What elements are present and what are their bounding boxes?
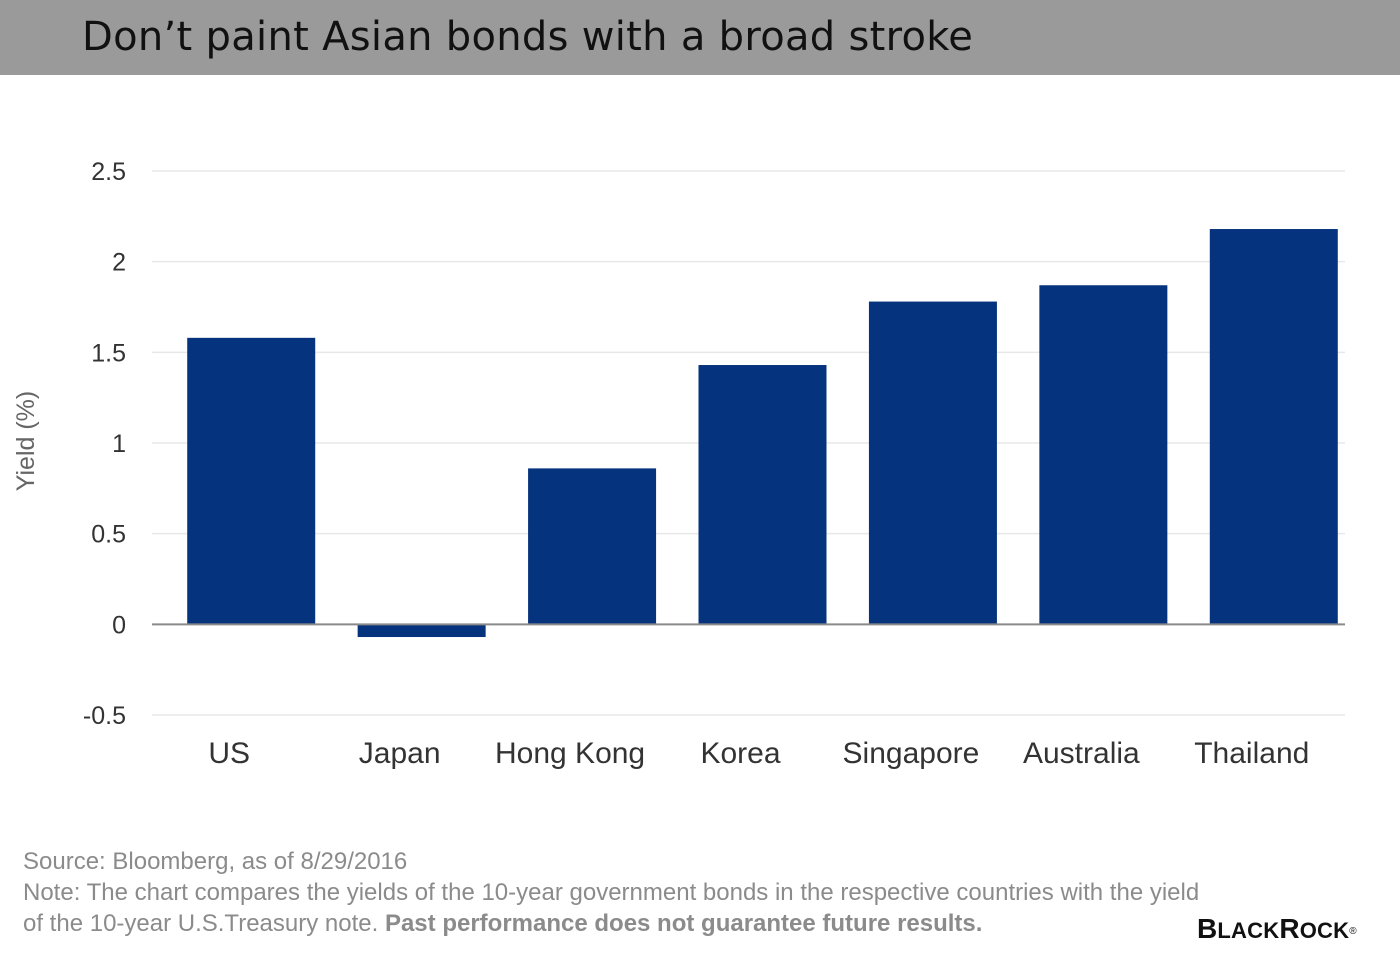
y-axis-title: Yield (%) [12, 391, 40, 492]
bar [868, 301, 997, 625]
blackrock-logo: BLACKROCK® [1197, 913, 1357, 944]
bar [698, 365, 827, 625]
y-tick-label: -0.5 [83, 702, 126, 730]
bar [187, 337, 316, 625]
bar [357, 624, 486, 638]
y-tick-label: 1.5 [91, 339, 126, 367]
x-tick-label: US [208, 737, 250, 770]
header-bar: Don’t paint Asian bonds with a broad str… [0, 0, 1400, 75]
x-tick-label: Korea [700, 737, 780, 770]
bar [1039, 285, 1168, 625]
footer: Source: Bloomberg, as of 8/29/2016 Note:… [23, 846, 1199, 939]
bar [528, 468, 657, 625]
note-text: Note: The chart compares the yields of t… [23, 879, 1200, 906]
note-text-line2: of the 10-year U.S.Treasury note. Past p… [23, 908, 1199, 939]
x-tick-label: Singapore [843, 737, 980, 770]
y-tick-label: 2.5 [91, 158, 126, 186]
y-tick-label: 1 [112, 430, 126, 458]
disclaimer-text: Past performance does not guarantee futu… [384, 910, 983, 937]
x-tick-label: Hong Kong [495, 737, 645, 770]
bar [1209, 229, 1338, 625]
y-tick-label: 2 [112, 249, 126, 277]
x-tick-label: Australia [1023, 737, 1140, 770]
source-text: Source: Bloomberg, as of 8/29/2016 [23, 848, 408, 875]
bar-chart: -0.5 0 0.5 1 1.5 2 2.5 US Japan Hong Kong Korea Sin… [12, 158, 1345, 770]
x-tick-label: Thailand [1194, 737, 1309, 770]
chart-title: Don’t paint Asian bonds with a broad str… [82, 14, 974, 60]
y-tick-label: 0 [112, 611, 126, 639]
note-text-cont: of the 10-year U.S.Treasury note. [23, 910, 379, 937]
x-tick-label: Japan [359, 737, 441, 770]
y-tick-label: 0.5 [91, 521, 126, 549]
